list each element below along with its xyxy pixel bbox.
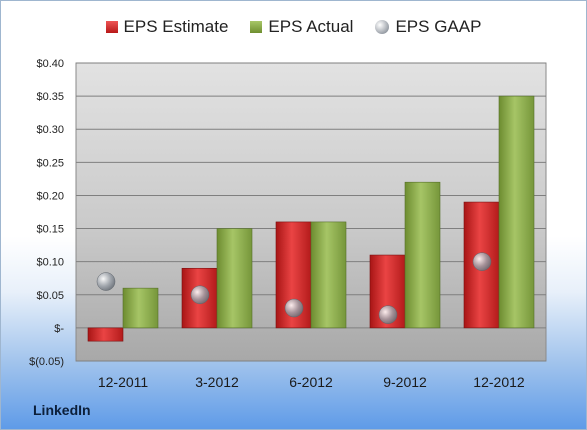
bar-eps-actual xyxy=(310,221,347,329)
bar-eps-actual xyxy=(404,181,441,329)
legend-item-eps-estimate: EPS Estimate xyxy=(105,17,229,37)
legend-swatch-eps-estimate xyxy=(105,21,118,33)
marker-eps-gaap xyxy=(378,305,398,324)
x-tick-label: 3-2012 xyxy=(195,374,239,390)
x-tick-label: 12-2011 xyxy=(98,374,149,390)
y-tick-label: $- xyxy=(54,323,64,335)
y-tick-label: $(0.05) xyxy=(29,356,64,368)
brand-label: LinkedIn xyxy=(33,402,91,418)
marker-eps-gaap xyxy=(284,298,304,318)
y-tick-label: $0.30 xyxy=(36,124,64,136)
legend-item-eps-actual: EPS Actual xyxy=(250,17,353,37)
bar-eps-actual xyxy=(122,287,159,329)
bar-eps-actual xyxy=(216,228,253,329)
bar-eps-estimate xyxy=(87,327,124,342)
x-tick-label: 6-2012 xyxy=(289,374,333,390)
y-tick-label: $0.15 xyxy=(36,224,64,236)
y-tick-label: $0.25 xyxy=(36,157,64,169)
y-tick-label: $0.35 xyxy=(36,91,64,103)
y-tick-label: $0.20 xyxy=(36,190,64,202)
y-tick-label: $0.05 xyxy=(36,290,64,302)
legend-swatch-eps-gaap xyxy=(375,20,390,34)
legend-label-eps-estimate: EPS Estimate xyxy=(123,17,229,36)
marker-eps-gaap xyxy=(96,272,116,291)
y-tick-label: $0.40 xyxy=(36,58,64,70)
bar-eps-actual xyxy=(498,95,535,329)
marker-eps-gaap xyxy=(472,252,492,271)
x-tick-label: 9-2012 xyxy=(383,374,427,390)
legend-label-eps-actual: EPS Actual xyxy=(268,17,354,36)
y-tick-label: $0.10 xyxy=(36,257,64,269)
chart-legend: EPS Estimate EPS Actual EPS GAAP xyxy=(1,17,586,37)
marker-eps-gaap xyxy=(190,285,210,305)
x-tick-label: 12-2012 xyxy=(473,374,525,390)
legend-swatch-eps-actual xyxy=(250,21,263,33)
legend-item-eps-gaap: EPS GAAP xyxy=(375,17,481,37)
legend-label-eps-gaap: EPS GAAP xyxy=(395,17,482,36)
